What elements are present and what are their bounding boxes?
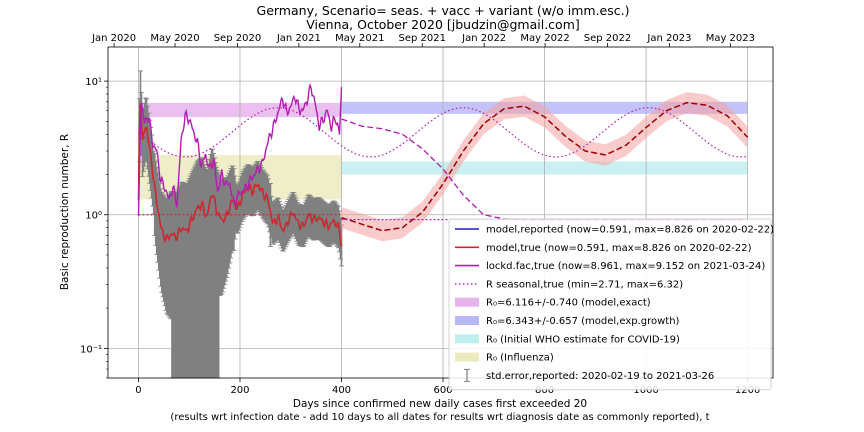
legend-box [448,218,772,391]
x-tick-label: 600 [433,385,452,396]
legend-label: R seasonal,true (min=2.71, max=6.32) [486,279,683,290]
legend: model,reported (now=0.591, max=8.826 on … [448,218,774,391]
plot-frame [107,46,774,379]
x-tick-label: 800 [535,385,554,396]
x-axis-label-line2: (results wrt infection date - add 10 day… [170,412,709,423]
x-tick-label: 400 [332,385,351,396]
legend-label: model,reported (now=0.591, max=8.826 on … [486,225,774,236]
legend-label: R₀ (Initial WHO estimate for COVID-19) [486,334,680,345]
top-tick-label: Sep 2020 [214,33,261,44]
legend-label: model,true (now=0.591, max=8.826 on 2020… [486,243,752,254]
series-layer [137,82,748,247]
projection-uncertainty-band [341,92,748,242]
x-tick-label: 1200 [735,385,760,396]
top-tick-label: Jan 2023 [646,33,691,44]
series-model-true [137,103,343,247]
y-tick-label: 10¹ [85,77,102,88]
y-axis-label: Basic reproduction number, R [59,134,71,290]
top-tick-label: May 2022 [520,33,569,44]
series-lockdown-factor [137,82,343,216]
x-axis-label-line1: Days since confirmed new daily cases fir… [293,398,587,410]
top-tick-label: Sep 2021 [398,33,445,44]
legend-swatch-patch [455,334,479,344]
y-tick-label: 10⁻¹ [80,344,102,355]
x-tick-label: 200 [230,385,249,396]
x-tick-label: 1000 [633,385,658,396]
legend-label: R₀ (Influenza) [486,353,554,364]
legend-swatch-patch [455,297,479,307]
legend-swatch-patch [455,352,479,362]
legend-label: std.error,reported: 2020-02-19 to 2021-0… [486,371,714,382]
legend-label: R₀=6.343+/-0.657 (model,exp.growth) [486,316,680,327]
legend-label: lockd.fac,true (now=8.961, max=9.152 on … [486,261,765,272]
top-tick-label: May 2021 [335,33,384,44]
top-tick-label: Jan 2022 [461,33,506,44]
top-tick-label: Jan 2020 [91,33,136,44]
top-tick-label: Sep 2022 [584,33,631,44]
top-tick-label: May 2020 [150,33,199,44]
top-tick-label: Jan 2021 [276,33,321,44]
legend-label: R₀=6.116+/-0.740 (model,exact) [486,298,651,309]
top-axis-ticks: Jan 2020 May 2020 Sep 2020 Jan 2021 May 2021… [91,33,755,47]
chart-title-line2: Vienna, October 2020 [jbudzin@gmail.com] [306,17,580,32]
top-tick-label: May 2023 [706,33,755,44]
x-tick-label: 0 [135,385,141,396]
projection-model-line [341,101,749,232]
chart-title-line1: Germany, Scenario= seas. + vacc + varian… [257,3,630,18]
y-axis-ticks: 10⁻¹ 10⁰ 10¹ [80,77,108,379]
legend-swatch-patch [455,316,479,325]
y-tick-label: 10⁰ [85,211,102,222]
